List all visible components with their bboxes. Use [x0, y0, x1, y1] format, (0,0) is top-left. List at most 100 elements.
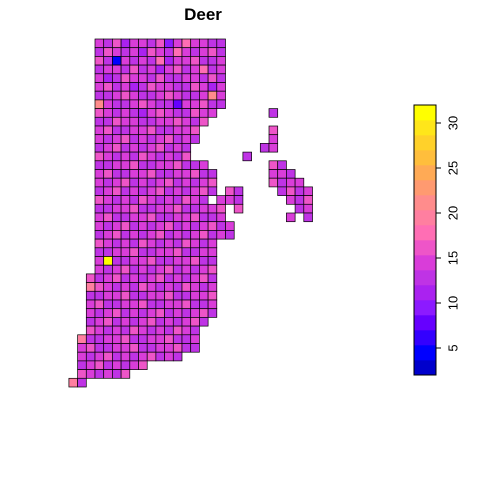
heatmap-cell — [181, 343, 192, 353]
heatmap-cell — [120, 369, 131, 379]
heatmap-cell — [277, 160, 287, 170]
heatmap-cell — [138, 264, 148, 275]
heatmap-cell — [146, 151, 157, 162]
heatmap-cell — [77, 351, 87, 362]
heatmap-cell — [103, 56, 113, 66]
heatmap-cell — [268, 125, 279, 136]
heatmap-cell — [146, 125, 157, 136]
heatmap-cell — [164, 334, 174, 344]
heatmap-cell — [199, 299, 209, 310]
heatmap-cell — [94, 230, 105, 240]
heatmap-cell — [94, 212, 105, 223]
heatmap-cell — [155, 317, 165, 327]
heatmap-cell — [103, 351, 113, 362]
heatmap-cell — [155, 256, 165, 266]
heatmap-cell — [199, 73, 209, 83]
heatmap-cell — [181, 247, 192, 257]
heatmap-cell — [207, 256, 218, 266]
heatmap-cell — [138, 64, 148, 75]
heatmap-cell — [294, 203, 305, 214]
colorbar-segment — [414, 345, 436, 361]
heatmap-cell — [85, 343, 96, 353]
heatmap-cell — [85, 308, 96, 318]
colorbar-tick-label: 25 — [445, 161, 460, 175]
heatmap-cell — [190, 90, 200, 101]
heatmap-cell — [120, 256, 131, 266]
heatmap-cell — [85, 273, 96, 283]
heatmap-cell — [120, 360, 131, 370]
heatmap-cell — [120, 56, 131, 66]
heatmap-cell — [216, 38, 226, 49]
heatmap-cell — [129, 264, 139, 275]
heatmap-cell — [94, 160, 105, 170]
heatmap-cell — [103, 203, 113, 214]
heatmap-cell — [112, 351, 122, 362]
heatmap-cell — [199, 116, 209, 127]
heatmap-cell — [164, 64, 174, 75]
heatmap-cell — [199, 56, 209, 66]
heatmap-cell — [120, 90, 131, 101]
heatmap-cell — [146, 169, 157, 179]
heatmap-cell — [120, 308, 131, 318]
heatmap-cell — [120, 125, 131, 136]
heatmap-cell — [181, 143, 192, 153]
heatmap-cell — [199, 308, 209, 318]
heatmap-cell — [146, 351, 157, 362]
heatmap-cell — [259, 143, 270, 153]
heatmap-cell — [129, 73, 139, 83]
heatmap-cell — [155, 343, 165, 353]
heatmap-cell — [181, 99, 192, 109]
heatmap-cell — [181, 38, 192, 49]
heatmap-cell — [172, 290, 183, 301]
heatmap-cell — [190, 64, 200, 75]
heatmap-cell — [172, 264, 183, 275]
heatmap-cell — [172, 317, 183, 327]
colorbar-segment — [414, 210, 436, 226]
heatmap-cell — [181, 290, 192, 301]
heatmap-cell — [190, 325, 200, 336]
colorbar: 5 10 15 20 25 30 — [413, 104, 460, 376]
heatmap-cell — [199, 160, 209, 170]
heatmap-cell — [112, 195, 122, 205]
heatmap-cell — [103, 238, 113, 249]
heatmap-cell — [181, 177, 192, 188]
heatmap-cell — [94, 108, 105, 118]
heatmap-cell — [164, 351, 174, 362]
heatmap-cell — [103, 47, 113, 57]
heatmap-cell — [138, 238, 148, 249]
heatmap-cell — [164, 56, 174, 66]
heatmap-cell — [112, 47, 122, 57]
heatmap-cell — [207, 247, 218, 257]
heatmap-cell — [181, 108, 192, 118]
heatmap-cell — [138, 82, 148, 92]
heatmap-cell — [112, 317, 122, 327]
heatmap-cell — [138, 99, 148, 109]
heatmap-cell — [181, 282, 192, 292]
heatmap-cell — [103, 134, 113, 144]
heatmap-cell — [112, 143, 122, 153]
heatmap-cell — [207, 90, 218, 101]
heatmap-cell — [164, 212, 174, 223]
heatmap-cell — [199, 238, 209, 249]
heatmap-cell — [120, 273, 131, 283]
heatmap-cell — [146, 221, 157, 231]
heatmap-cell — [85, 351, 96, 362]
heatmap-cell — [172, 108, 183, 118]
heatmap-cell — [112, 56, 122, 66]
heatmap-cell — [268, 169, 279, 179]
heatmap-cell — [146, 203, 157, 214]
heatmap-cell — [207, 177, 218, 188]
heatmap-cell — [94, 369, 105, 379]
heatmap-cell — [172, 230, 183, 240]
heatmap-cell — [164, 177, 174, 188]
heatmap-cell — [94, 82, 105, 92]
heatmap-cell — [103, 308, 113, 318]
heatmap-cell — [181, 73, 192, 83]
heatmap-cell — [85, 317, 96, 327]
heatmap-cell — [207, 273, 218, 283]
heatmap-cell — [138, 151, 148, 162]
heatmap-cell — [164, 264, 174, 275]
heatmap-cell — [181, 125, 192, 136]
heatmap-cell — [112, 38, 122, 49]
heatmap-cell — [181, 264, 192, 275]
